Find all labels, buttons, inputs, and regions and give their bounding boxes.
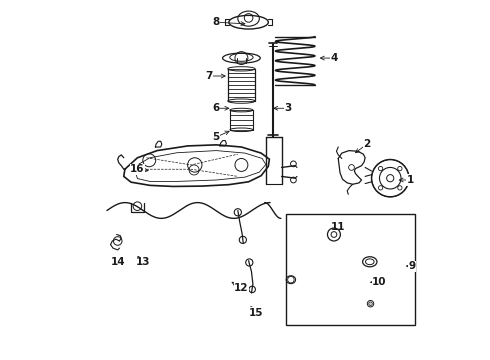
Text: 12: 12 [234,283,248,293]
Text: 2: 2 [363,139,370,149]
Text: 13: 13 [136,257,150,267]
Text: 4: 4 [331,53,338,63]
Text: 9: 9 [408,261,416,271]
Text: 16: 16 [130,164,145,174]
Text: 7: 7 [205,71,213,81]
Circle shape [368,302,372,306]
Text: 8: 8 [213,17,220,27]
Bar [286,214,416,325]
Text: 10: 10 [372,277,387,287]
Text: 15: 15 [248,308,263,318]
Text: 3: 3 [284,103,292,113]
Text: 1: 1 [406,175,414,185]
Circle shape [387,175,394,182]
Text: 14: 14 [110,257,125,267]
Text: 5: 5 [213,132,220,142]
Text: 6: 6 [213,103,220,113]
Text: 11: 11 [331,222,345,231]
